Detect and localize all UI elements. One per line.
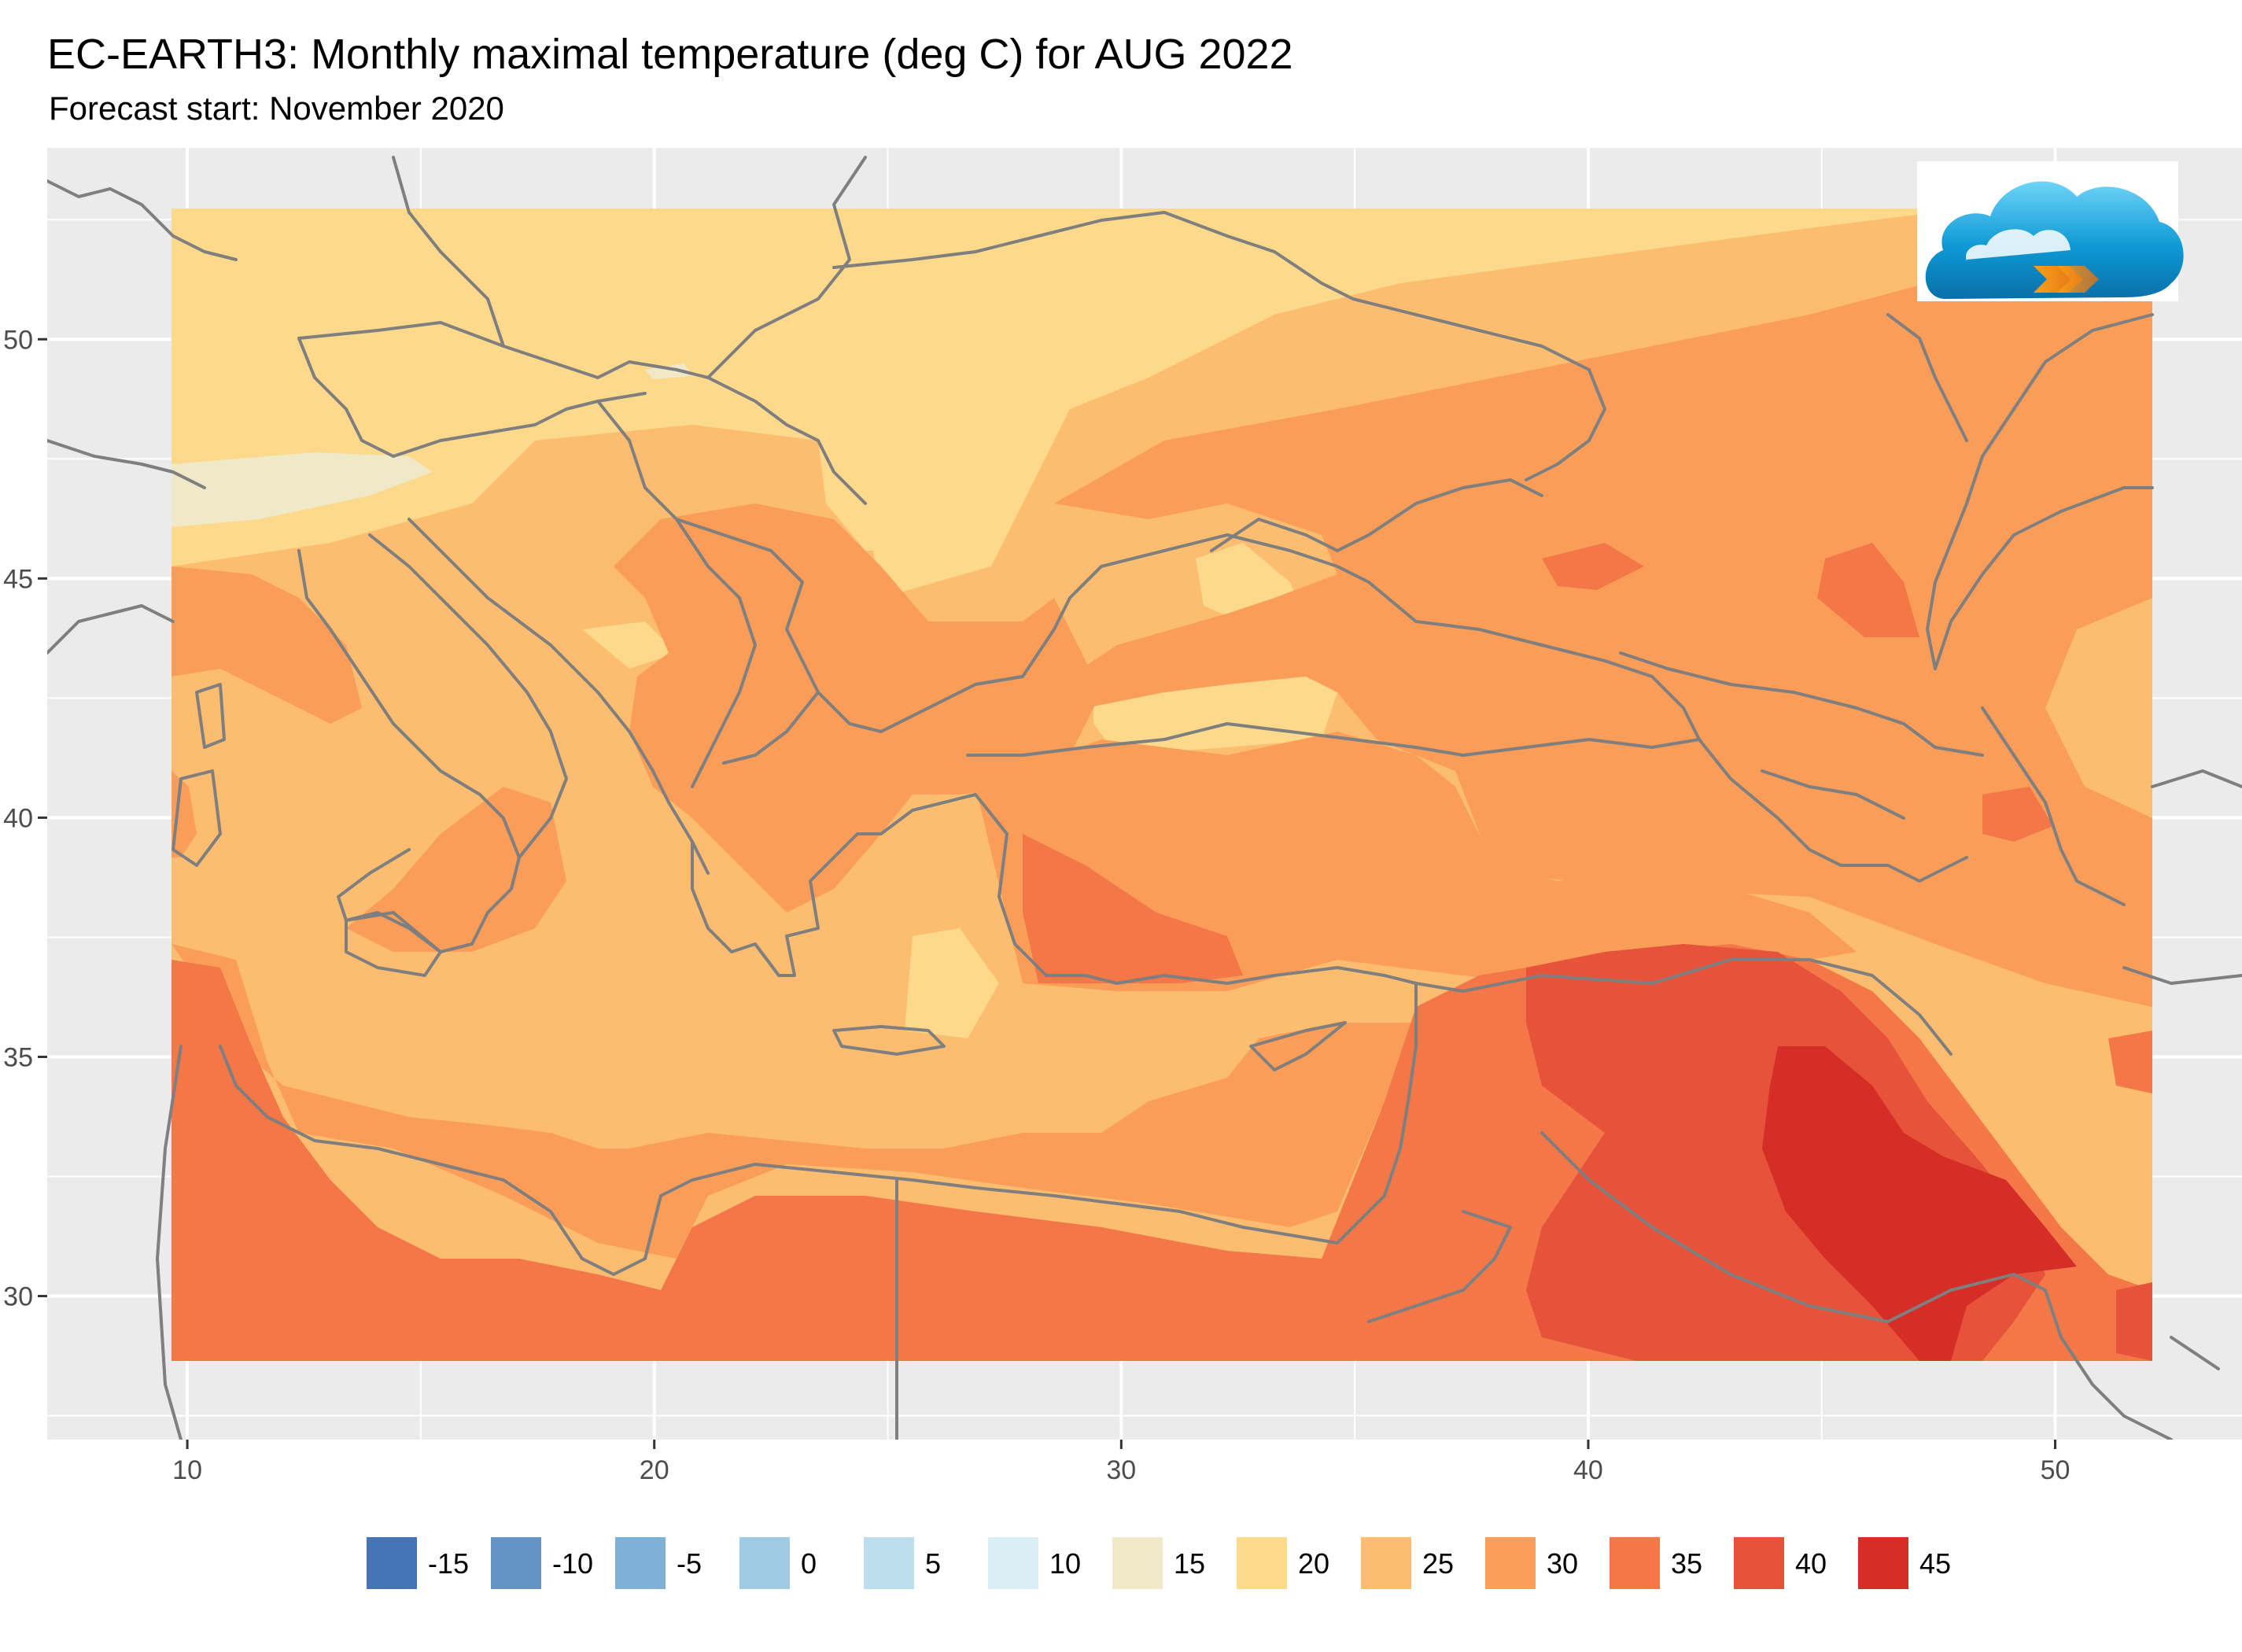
contour-35 [1817, 543, 1919, 637]
coastline-crimea [1210, 478, 1543, 552]
x-tick-label: 40 [1573, 1455, 1603, 1485]
figure-subtitle: Forecast start: November 2020 [49, 90, 504, 127]
legend-label: 0 [801, 1547, 817, 1580]
legend-label: 25 [1422, 1547, 1454, 1580]
temperature-field [171, 208, 2152, 1361]
legend-label: 20 [1298, 1547, 1329, 1580]
border-west [47, 179, 238, 655]
legend-swatch [1361, 1537, 1411, 1589]
x-tick-label: 20 [640, 1455, 669, 1485]
legend-swatch [1610, 1537, 1660, 1589]
contour-35 [1023, 834, 1243, 983]
legend-swatch [864, 1537, 914, 1589]
y-tick-label: 50 [3, 325, 33, 355]
cloud-logo-highlight [1966, 229, 2071, 261]
border-balkans [596, 400, 1024, 788]
contour-20-island [905, 928, 999, 1038]
contour-35 [1542, 543, 1644, 590]
y-tick-label: 45 [3, 564, 33, 594]
border-south-east [2059, 769, 2242, 1440]
coastline-corsica [195, 683, 226, 749]
border-mideast [1367, 958, 2063, 1339]
border-russia [1886, 313, 2154, 670]
x-tick-label: 10 [172, 1455, 202, 1485]
coastline-turkey-north [966, 722, 1701, 757]
coastline-caspian [1934, 486, 2154, 906]
legend-label: -15 [428, 1547, 469, 1580]
contour-30 [346, 787, 566, 952]
cloud-logo [1917, 161, 2184, 301]
contour-15 [171, 452, 433, 527]
axes: 10 20 30 40 50 30 35 40 45 50 [3, 325, 2070, 1485]
legend-swatch [988, 1537, 1038, 1589]
coastline-crete [832, 1025, 946, 1056]
contour-35 [1982, 787, 2053, 842]
contour-40 [2116, 1282, 2152, 1361]
coastline-levant [219, 982, 1418, 1276]
coastline-sardinia [171, 769, 222, 867]
legend-label: 15 [1174, 1547, 1205, 1580]
coastline-turkey [974, 793, 1418, 985]
border-africa [156, 1045, 898, 1440]
contour-15 [645, 363, 692, 379]
contour-35 [2108, 1031, 2152, 1093]
legend-label: -5 [677, 1547, 702, 1580]
coastline-greece [691, 793, 977, 977]
legend-swatch [1734, 1537, 1784, 1589]
contour-30 [171, 566, 362, 724]
borders [47, 156, 2242, 1440]
legend: -15 -10 -5 0 5 10 15 20 25 30 35 40 45 [367, 1537, 1951, 1589]
legend-swatch [1237, 1537, 1287, 1589]
legend-swatch [1112, 1537, 1163, 1589]
legend-swatch [739, 1537, 790, 1589]
contour-30 [171, 771, 197, 857]
coastline-sicily [345, 911, 442, 977]
border-caucasus [1619, 651, 1984, 883]
contour-30 [614, 503, 1101, 913]
legend-swatch [615, 1537, 666, 1589]
coastline-black-sea [974, 533, 1701, 741]
legend-label: 5 [925, 1547, 941, 1580]
legend-swatch [491, 1537, 541, 1589]
legend-label: 10 [1049, 1547, 1081, 1580]
contour-20-island [582, 621, 677, 669]
contour-30 [1054, 260, 2152, 1007]
figure-title: EC-EARTH3: Monthly maximal temperature (… [47, 31, 1293, 78]
coastline-balkans [407, 518, 710, 875]
cloud-logo-arrow [2057, 266, 2099, 293]
contour-20-island [818, 441, 991, 551]
legend-label: -10 [552, 1547, 593, 1580]
y-tick-label: 30 [3, 1282, 33, 1312]
x-tick-label: 30 [1106, 1455, 1136, 1485]
contour-30 [171, 944, 1416, 1259]
y-tick-label: 35 [3, 1042, 33, 1072]
coastline-cyprus [1249, 1021, 1347, 1071]
legend-label: 40 [1795, 1547, 1827, 1580]
border-central-europe [297, 156, 1606, 505]
legend-swatch [1858, 1537, 1908, 1589]
legend-swatch [367, 1537, 417, 1589]
legend-label: 45 [1919, 1547, 1951, 1580]
y-tick-label: 40 [3, 803, 33, 833]
legend-swatch [1485, 1537, 1536, 1589]
contour-45 [1762, 1046, 2077, 1361]
coastline-italy-east [368, 533, 568, 859]
x-tick-label: 50 [2041, 1455, 2071, 1485]
legend-label: 30 [1547, 1547, 1578, 1580]
legend-label: 35 [1671, 1547, 1702, 1580]
